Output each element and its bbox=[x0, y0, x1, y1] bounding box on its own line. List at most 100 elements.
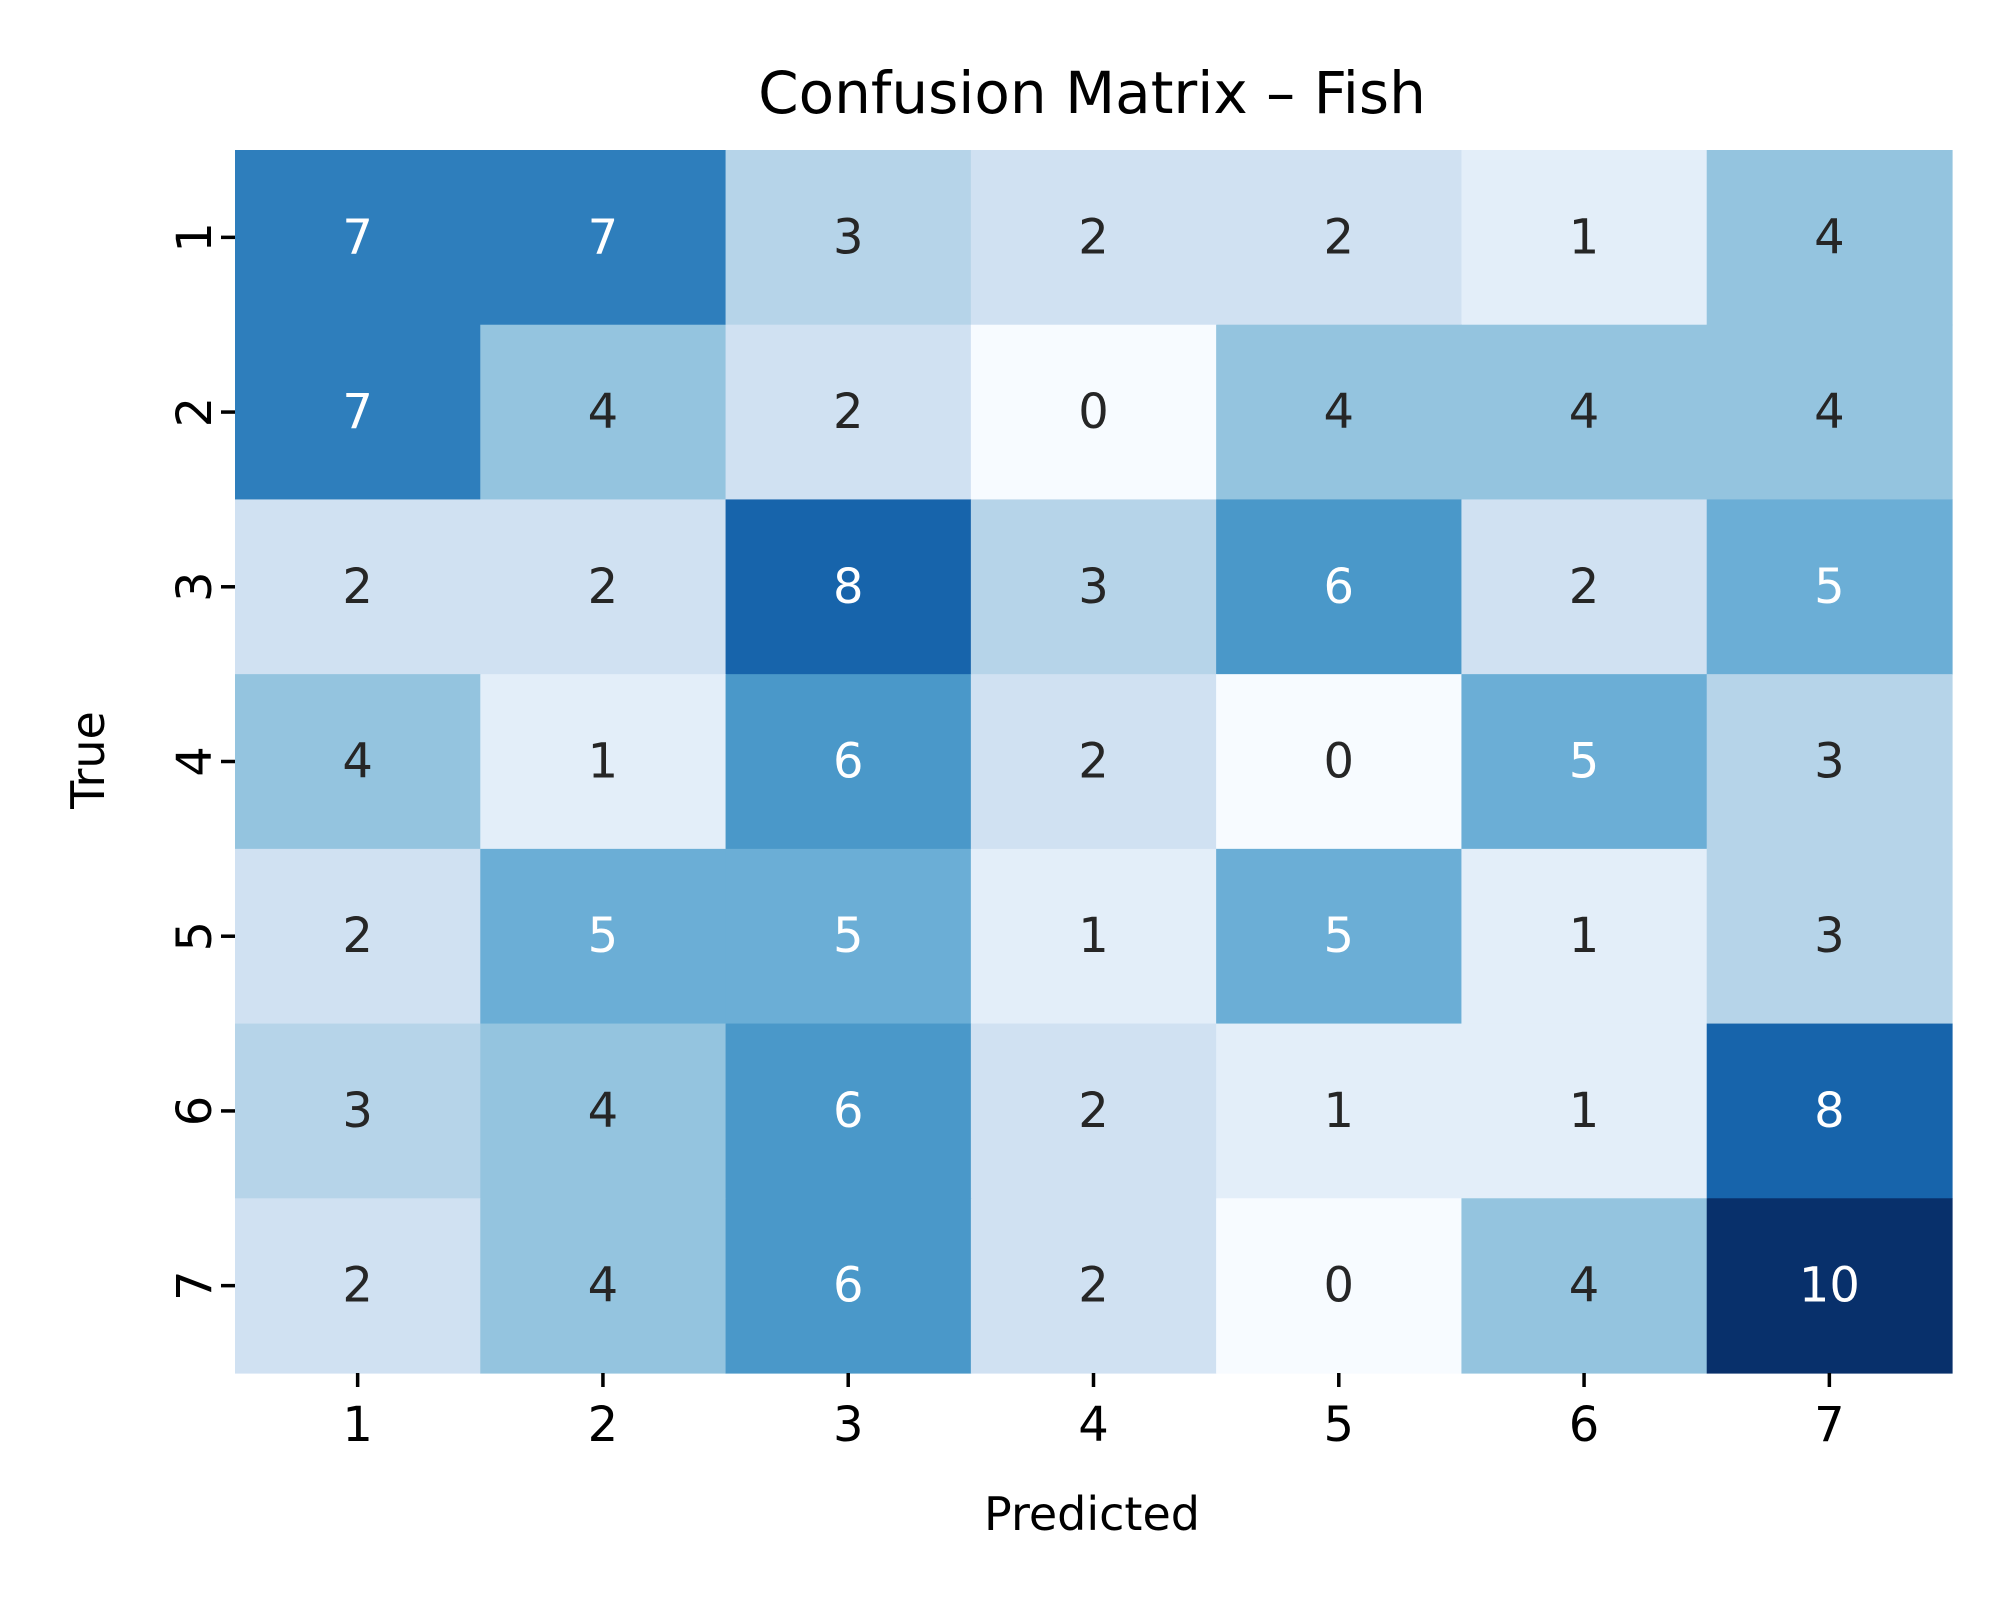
cell-value-r4-c2: 1 bbox=[588, 734, 619, 790]
heatmap-cell-r4-c3 bbox=[725, 674, 972, 850]
cell-value-r3-c3: 8 bbox=[833, 559, 864, 615]
y-axis-ticks: 1 2 3 4 5 6 7 bbox=[167, 222, 235, 1301]
cell-value-r7-c4: 2 bbox=[1078, 1258, 1109, 1314]
heatmap-cell-r1-c6 bbox=[1461, 150, 1708, 326]
heatmap-cell-r4-c7 bbox=[1706, 674, 1953, 850]
x-axis-ticks: 1 2 3 4 5 6 7 bbox=[342, 1373, 1845, 1453]
heatmap-cell-r6-c4 bbox=[970, 1023, 1217, 1199]
cell-value-r7-c6: 4 bbox=[1569, 1258, 1600, 1314]
cell-value-r4-c3: 6 bbox=[833, 734, 864, 790]
cell-value-r5-c1: 2 bbox=[342, 908, 373, 964]
cell-value-r1-c5: 2 bbox=[1324, 209, 1355, 265]
cell-value-r2-c3: 2 bbox=[833, 384, 864, 440]
heatmap-cell-r7-c3 bbox=[725, 1198, 972, 1374]
heatmap-cell-r6-c1 bbox=[235, 1023, 481, 1199]
heatmap-cell-r2-c5 bbox=[1216, 324, 1463, 501]
heatmap-cell-r5-c6 bbox=[1461, 848, 1708, 1025]
cell-value-r4-c5: 0 bbox=[1324, 734, 1355, 790]
heatmap-cell-r2-c7 bbox=[1706, 324, 1953, 501]
heatmap-cell-r1-c3 bbox=[725, 150, 972, 326]
heatmap-cell-r4-c4 bbox=[970, 674, 1217, 850]
y-axis-label: True bbox=[61, 711, 115, 810]
cell-value-r3-c5: 6 bbox=[1324, 559, 1355, 615]
heatmap-cells bbox=[235, 150, 1953, 1374]
cell-value-r5-c4: 1 bbox=[1078, 908, 1109, 964]
heatmap-cell-r4-c5 bbox=[1216, 674, 1463, 850]
cell-value-r3-c2: 2 bbox=[588, 559, 619, 615]
chart-title: Confusion Matrix – Fish bbox=[758, 59, 1426, 127]
heatmap-cell-r3-c1 bbox=[235, 499, 481, 675]
heatmap-cell-r7-c1 bbox=[235, 1198, 481, 1374]
x-tick-label-1: 1 bbox=[342, 1397, 373, 1453]
heatmap-cell-r7-c2 bbox=[480, 1198, 727, 1374]
cell-value-r1-c6: 1 bbox=[1569, 209, 1600, 265]
cell-value-r3-c7: 5 bbox=[1814, 559, 1845, 615]
heatmap-cell-r2-c2 bbox=[480, 324, 727, 501]
cell-value-r2-c2: 4 bbox=[588, 384, 619, 440]
heatmap-cell-r6-c6 bbox=[1461, 1023, 1708, 1199]
cell-value-r6-c2: 4 bbox=[588, 1083, 619, 1139]
heatmap-cell-r6-c5 bbox=[1216, 1023, 1463, 1199]
cell-value-r5-c3: 5 bbox=[833, 908, 864, 964]
heatmap-cell-labels: 7 7 3 2 2 1 4 7 4 2 0 4 4 4 2 2 8 3 6 2 5 4 1 6 2 0 5 3 2 5 5 1 5 1 3 3 4 6 2 1… bbox=[342, 209, 1860, 1313]
cell-value-r2-c4: 0 bbox=[1078, 384, 1109, 440]
cell-value-r6-c5: 1 bbox=[1324, 1083, 1355, 1139]
x-tick-label-4: 4 bbox=[1078, 1397, 1109, 1453]
cell-value-r6-c3: 6 bbox=[833, 1083, 864, 1139]
cell-value-r4-c6: 5 bbox=[1569, 734, 1600, 790]
cell-value-r7-c1: 2 bbox=[342, 1258, 373, 1314]
heatmap-cell-r7-c7 bbox=[1706, 1198, 1953, 1374]
cell-value-r6-c7: 8 bbox=[1814, 1083, 1845, 1139]
heatmap-cell-r2-c4 bbox=[970, 324, 1217, 501]
cell-value-r6-c4: 2 bbox=[1078, 1083, 1109, 1139]
heatmap-cell-r5-c3 bbox=[725, 848, 972, 1025]
x-tick-label-6: 6 bbox=[1569, 1397, 1600, 1453]
y-tick-label-2: 2 bbox=[167, 397, 223, 428]
heatmap-cell-r4-c2 bbox=[480, 674, 727, 850]
cell-value-r4-c4: 2 bbox=[1078, 734, 1109, 790]
x-axis-label: Predicted bbox=[984, 1487, 1200, 1541]
cell-value-r5-c6: 1 bbox=[1569, 908, 1600, 964]
cell-value-r3-c1: 2 bbox=[342, 559, 373, 615]
cell-value-r3-c4: 3 bbox=[1078, 559, 1109, 615]
cell-value-r5-c7: 3 bbox=[1814, 908, 1845, 964]
heatmap-cell-r2-c6 bbox=[1461, 324, 1708, 501]
cell-value-r2-c5: 4 bbox=[1324, 384, 1355, 440]
heatmap-cell-r2-c1 bbox=[235, 324, 481, 501]
cell-value-r1-c2: 7 bbox=[588, 209, 619, 265]
y-tick-label-1: 1 bbox=[167, 222, 223, 253]
heatmap-cell-r3-c7 bbox=[1706, 499, 1953, 675]
y-tick-label-3: 3 bbox=[167, 572, 223, 603]
cell-value-r2-c7: 4 bbox=[1814, 384, 1845, 440]
heatmap-cell-r5-c5 bbox=[1216, 848, 1463, 1025]
x-tick-label-7: 7 bbox=[1814, 1397, 1845, 1453]
cell-value-r1-c1: 7 bbox=[342, 209, 373, 265]
cell-value-r5-c5: 5 bbox=[1324, 908, 1355, 964]
heatmap-cell-r3-c3 bbox=[725, 499, 972, 675]
heatmap-cell-r6-c3 bbox=[725, 1023, 972, 1199]
y-tick-label-6: 6 bbox=[167, 1096, 223, 1127]
cell-value-r6-c6: 1 bbox=[1569, 1083, 1600, 1139]
cell-value-r2-c6: 4 bbox=[1569, 384, 1600, 440]
heatmap-cell-r6-c7 bbox=[1706, 1023, 1953, 1199]
heatmap-cell-r3-c2 bbox=[480, 499, 727, 675]
y-tick-label-5: 5 bbox=[167, 921, 223, 952]
heatmap-cell-r5-c4 bbox=[970, 848, 1217, 1025]
heatmap-cell-r6-c2 bbox=[480, 1023, 727, 1199]
heatmap-cell-r2-c3 bbox=[725, 324, 972, 501]
cell-value-r2-c1: 7 bbox=[342, 384, 373, 440]
x-tick-label-5: 5 bbox=[1324, 1397, 1355, 1453]
heatmap-cell-r1-c2 bbox=[480, 150, 727, 326]
heatmap-cell-r3-c4 bbox=[970, 499, 1217, 675]
heatmap-cell-r1-c7 bbox=[1706, 150, 1953, 326]
heatmap-cell-r5-c1 bbox=[235, 848, 481, 1025]
cell-value-r7-c7: 10 bbox=[1799, 1258, 1860, 1314]
cell-value-r1-c7: 4 bbox=[1814, 209, 1845, 265]
heatmap-cell-r3-c5 bbox=[1216, 499, 1463, 675]
heatmap-cell-r1-c5 bbox=[1216, 150, 1463, 326]
cell-value-r7-c5: 0 bbox=[1324, 1258, 1355, 1314]
x-tick-label-2: 2 bbox=[588, 1397, 619, 1453]
cell-value-r1-c3: 3 bbox=[833, 209, 864, 265]
heatmap-cell-r7-c6 bbox=[1461, 1198, 1708, 1374]
